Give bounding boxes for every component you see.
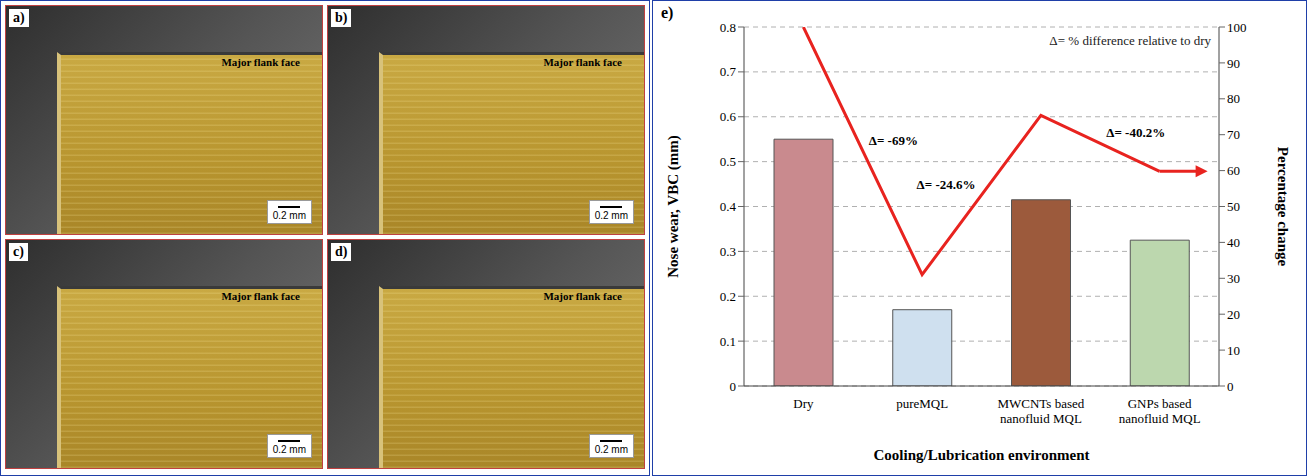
svg-text:50: 50	[1227, 199, 1240, 214]
svg-text:pureMQL: pureMQL	[896, 396, 948, 411]
svg-text:Cooling/Lubrication environmen: Cooling/Lubrication environment	[874, 447, 1090, 463]
html-text:e): e)	[661, 4, 674, 21]
svg-text:0.7: 0.7	[720, 64, 737, 79]
html-text:Δ= % difference relative to dr: Δ= % difference relative to dry	[1049, 33, 1211, 48]
html-text:0.2 mm: 0.2 mm	[272, 444, 306, 455]
svg-text:0.3: 0.3	[720, 244, 736, 259]
svg-text:0.2: 0.2	[720, 289, 736, 304]
html-text:Major flank face: Major flank face	[221, 290, 300, 302]
svg-text:Percentage change: Percentage change	[1275, 147, 1291, 267]
svg-text:0.8: 0.8	[720, 20, 736, 35]
html-text:Major flank face: Major flank face	[221, 56, 300, 68]
svg-text:20: 20	[1227, 307, 1240, 322]
svg-text:Dry: Dry	[793, 396, 814, 411]
svg-text:100: 100	[1227, 20, 1247, 35]
html-text:d): d)	[335, 244, 348, 259]
svg-text:60: 60	[1227, 163, 1240, 178]
svg-text:70: 70	[1227, 127, 1240, 142]
html-text:Major flank face: Major flank face	[543, 290, 622, 302]
svg-text:0.6: 0.6	[720, 109, 737, 124]
svg-text:GNPs basednanofluid MQL: GNPs basednanofluid MQL	[1119, 396, 1201, 426]
svg-text:40: 40	[1227, 235, 1240, 250]
svg-text:Δ= -69%: Δ= -69%	[869, 133, 918, 148]
svg-text:Nose wear, VBC (mm): Nose wear, VBC (mm)	[665, 135, 682, 277]
svg-text:80: 80	[1227, 91, 1240, 106]
html-text:Major flank face: Major flank face	[543, 56, 622, 68]
html-text:a): a)	[13, 10, 25, 25]
html-text:0.2 mm: 0.2 mm	[594, 444, 628, 455]
svg-text:90: 90	[1227, 56, 1240, 71]
svg-text:0: 0	[1227, 379, 1234, 394]
svg-text:10: 10	[1227, 343, 1240, 358]
svg-text:Δ= -24.6%: Δ= -24.6%	[917, 177, 976, 192]
svg-text:0.4: 0.4	[720, 199, 737, 214]
svg-text:0.5: 0.5	[720, 154, 736, 169]
html-text:c): c)	[13, 244, 24, 259]
html-text:0.2 mm: 0.2 mm	[594, 210, 628, 221]
svg-text:0.1: 0.1	[720, 334, 736, 349]
svg-text:30: 30	[1227, 271, 1240, 286]
svg-text:Δ= -40.2%: Δ= -40.2%	[1106, 125, 1165, 140]
svg-text:0: 0	[730, 379, 737, 394]
html-text:b): b)	[335, 10, 348, 25]
svg-text:MWCNTs basednanofluid MQL: MWCNTs basednanofluid MQL	[997, 396, 1084, 426]
html-text:0.2 mm: 0.2 mm	[272, 210, 306, 221]
